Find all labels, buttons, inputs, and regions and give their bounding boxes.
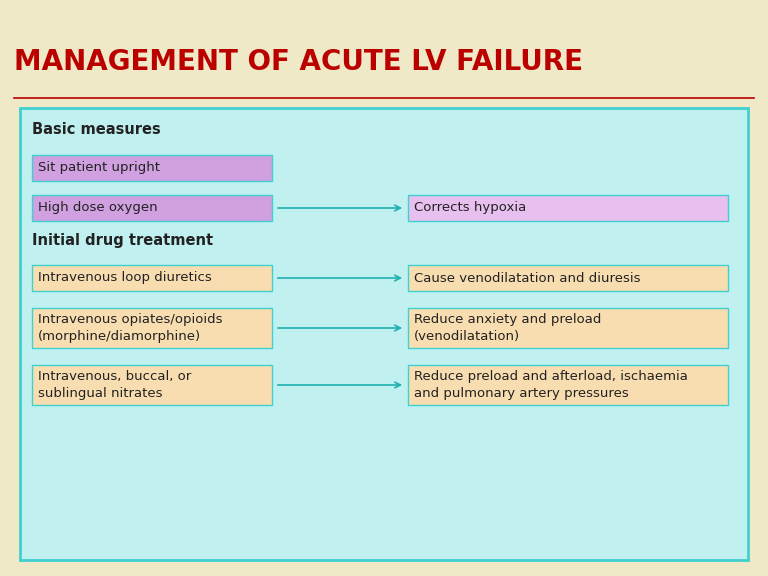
FancyBboxPatch shape: [20, 108, 748, 560]
Text: Basic measures: Basic measures: [32, 123, 161, 138]
FancyBboxPatch shape: [408, 308, 728, 348]
FancyBboxPatch shape: [32, 195, 272, 221]
Text: Sit patient upright: Sit patient upright: [38, 161, 160, 175]
Text: Cause venodilatation and diuresis: Cause venodilatation and diuresis: [414, 271, 641, 285]
Text: Intravenous, buccal, or
sublingual nitrates: Intravenous, buccal, or sublingual nitra…: [38, 370, 191, 400]
FancyBboxPatch shape: [408, 365, 728, 405]
FancyBboxPatch shape: [408, 265, 728, 291]
Text: Reduce preload and afterload, ischaemia
and pulmonary artery pressures: Reduce preload and afterload, ischaemia …: [414, 370, 688, 400]
FancyBboxPatch shape: [408, 195, 728, 221]
Text: Initial drug treatment: Initial drug treatment: [32, 233, 214, 248]
FancyBboxPatch shape: [32, 365, 272, 405]
Text: Corrects hypoxia: Corrects hypoxia: [414, 202, 526, 214]
FancyBboxPatch shape: [32, 308, 272, 348]
Text: Reduce anxiety and preload
(venodilatation): Reduce anxiety and preload (venodilatati…: [414, 313, 601, 343]
Text: Intravenous opiates/opioids
(morphine/diamorphine): Intravenous opiates/opioids (morphine/di…: [38, 313, 223, 343]
FancyBboxPatch shape: [32, 155, 272, 181]
Text: High dose oxygen: High dose oxygen: [38, 202, 157, 214]
Text: MANAGEMENT OF ACUTE LV FAILURE: MANAGEMENT OF ACUTE LV FAILURE: [14, 48, 583, 76]
FancyBboxPatch shape: [32, 265, 272, 291]
Text: Intravenous loop diuretics: Intravenous loop diuretics: [38, 271, 212, 285]
